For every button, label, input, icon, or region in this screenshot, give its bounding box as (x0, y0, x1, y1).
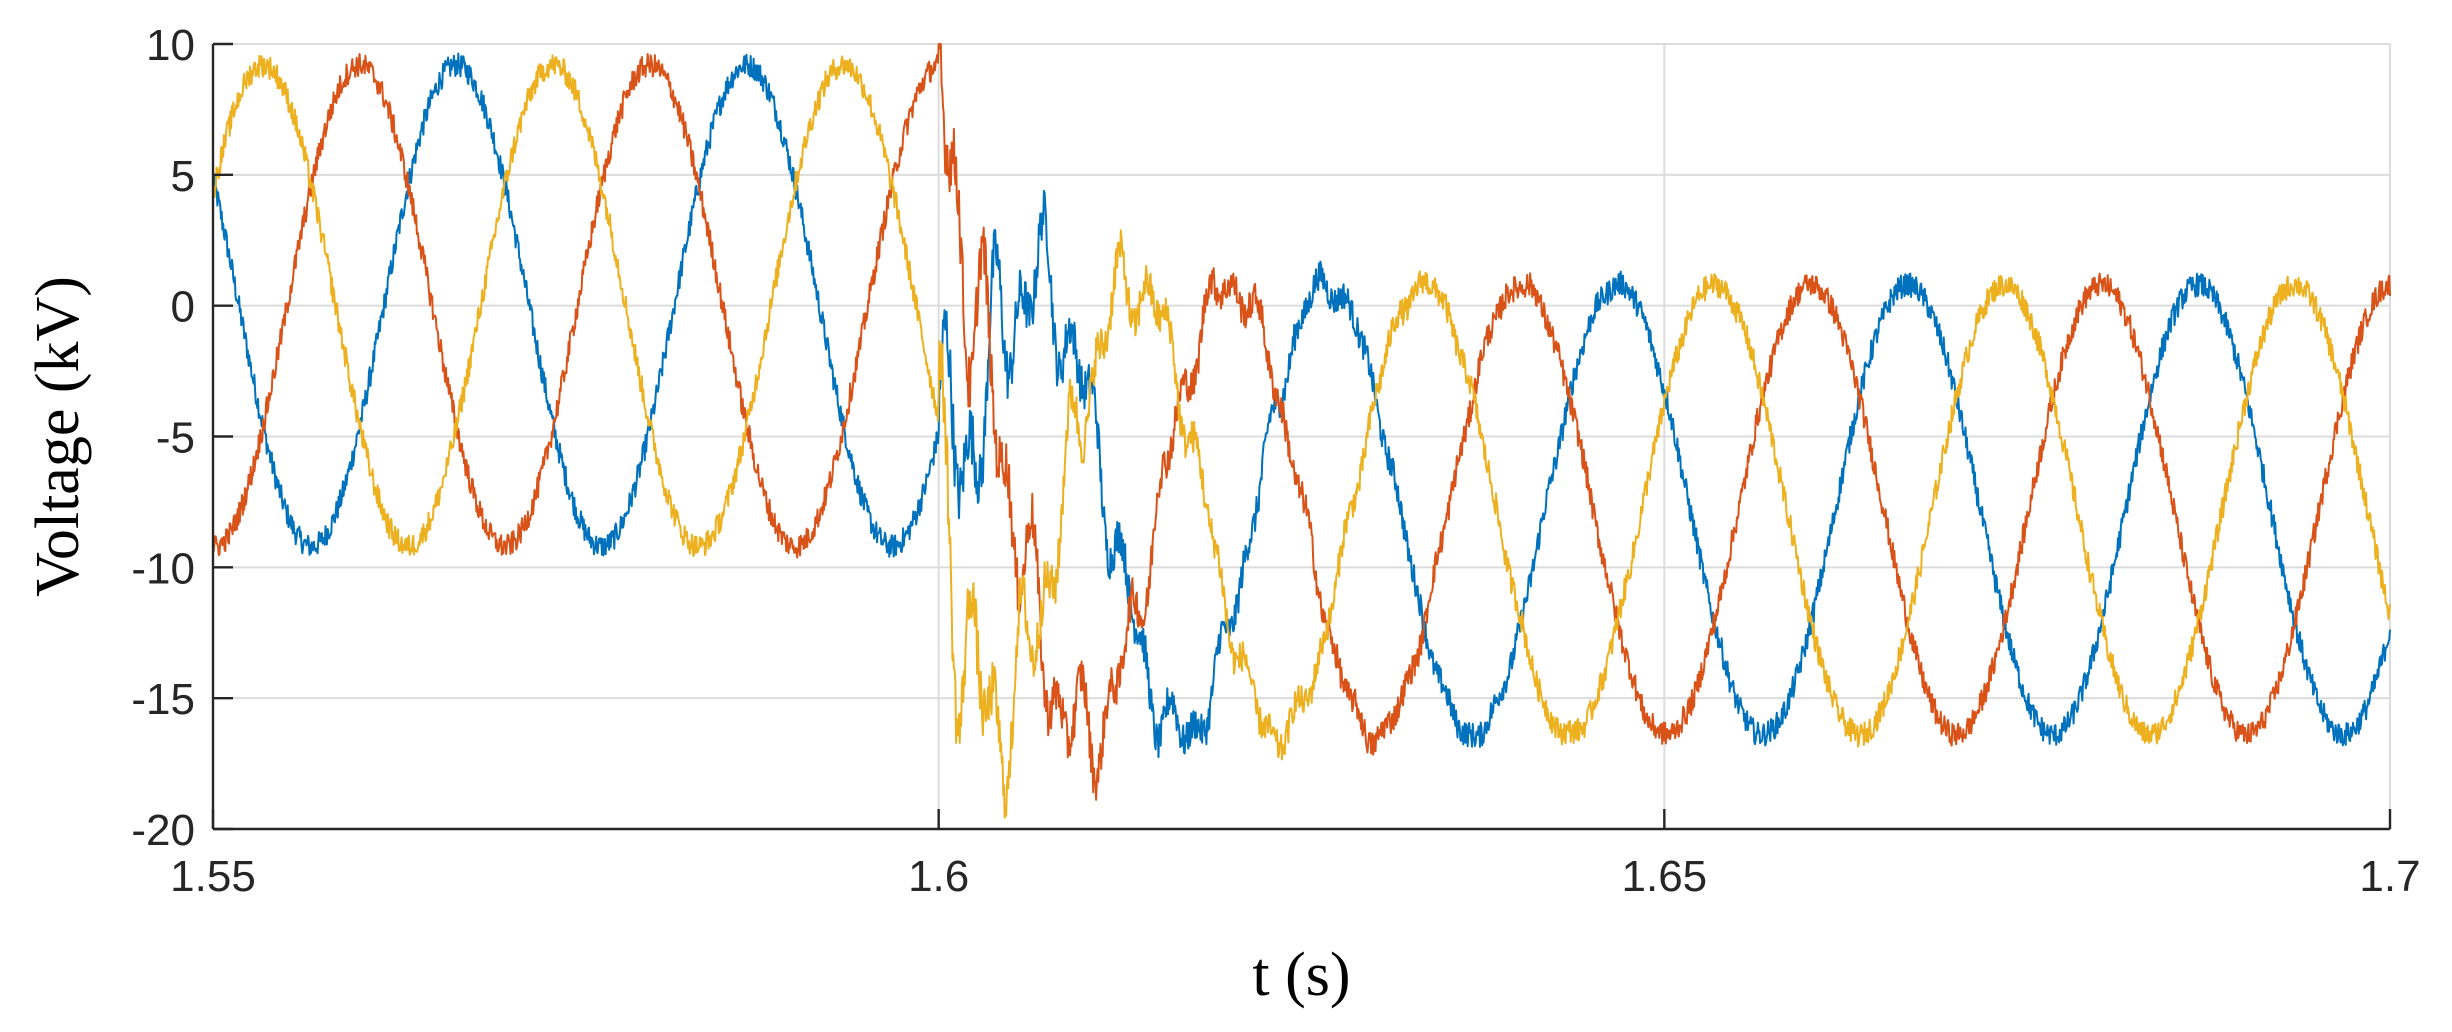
y-tick-label: 5 (171, 152, 195, 201)
x-tick-label: 1.6 (908, 852, 969, 901)
y-tick-label: -5 (156, 414, 195, 463)
grid-layer (212, 43, 2391, 830)
y-axis-title: Voltage (kV) (24, 276, 92, 597)
y-tick-label: 10 (146, 21, 195, 70)
x-axis-title: t (s) (1252, 941, 1350, 1009)
x-tick-label: 1.65 (1622, 852, 1708, 901)
series-line-3 (212, 54, 2391, 819)
series-layer (212, 43, 2391, 819)
series-line-2 (212, 43, 2391, 801)
series-line-1 (212, 52, 2391, 759)
y-tick-label: -20 (131, 806, 195, 855)
x-tick-label: 1.7 (2359, 852, 2420, 901)
y-tick-label: 0 (171, 283, 195, 332)
y-tick-label: -15 (131, 675, 195, 724)
x-tick-label: 1.55 (170, 852, 256, 901)
y-tick-label: -10 (131, 544, 195, 593)
axes-layer (211, 42, 2392, 831)
labels-layer: 1.55 1.6 1.65 1.7 10 5 0 -5 -10 -15 -20 (131, 21, 2420, 901)
